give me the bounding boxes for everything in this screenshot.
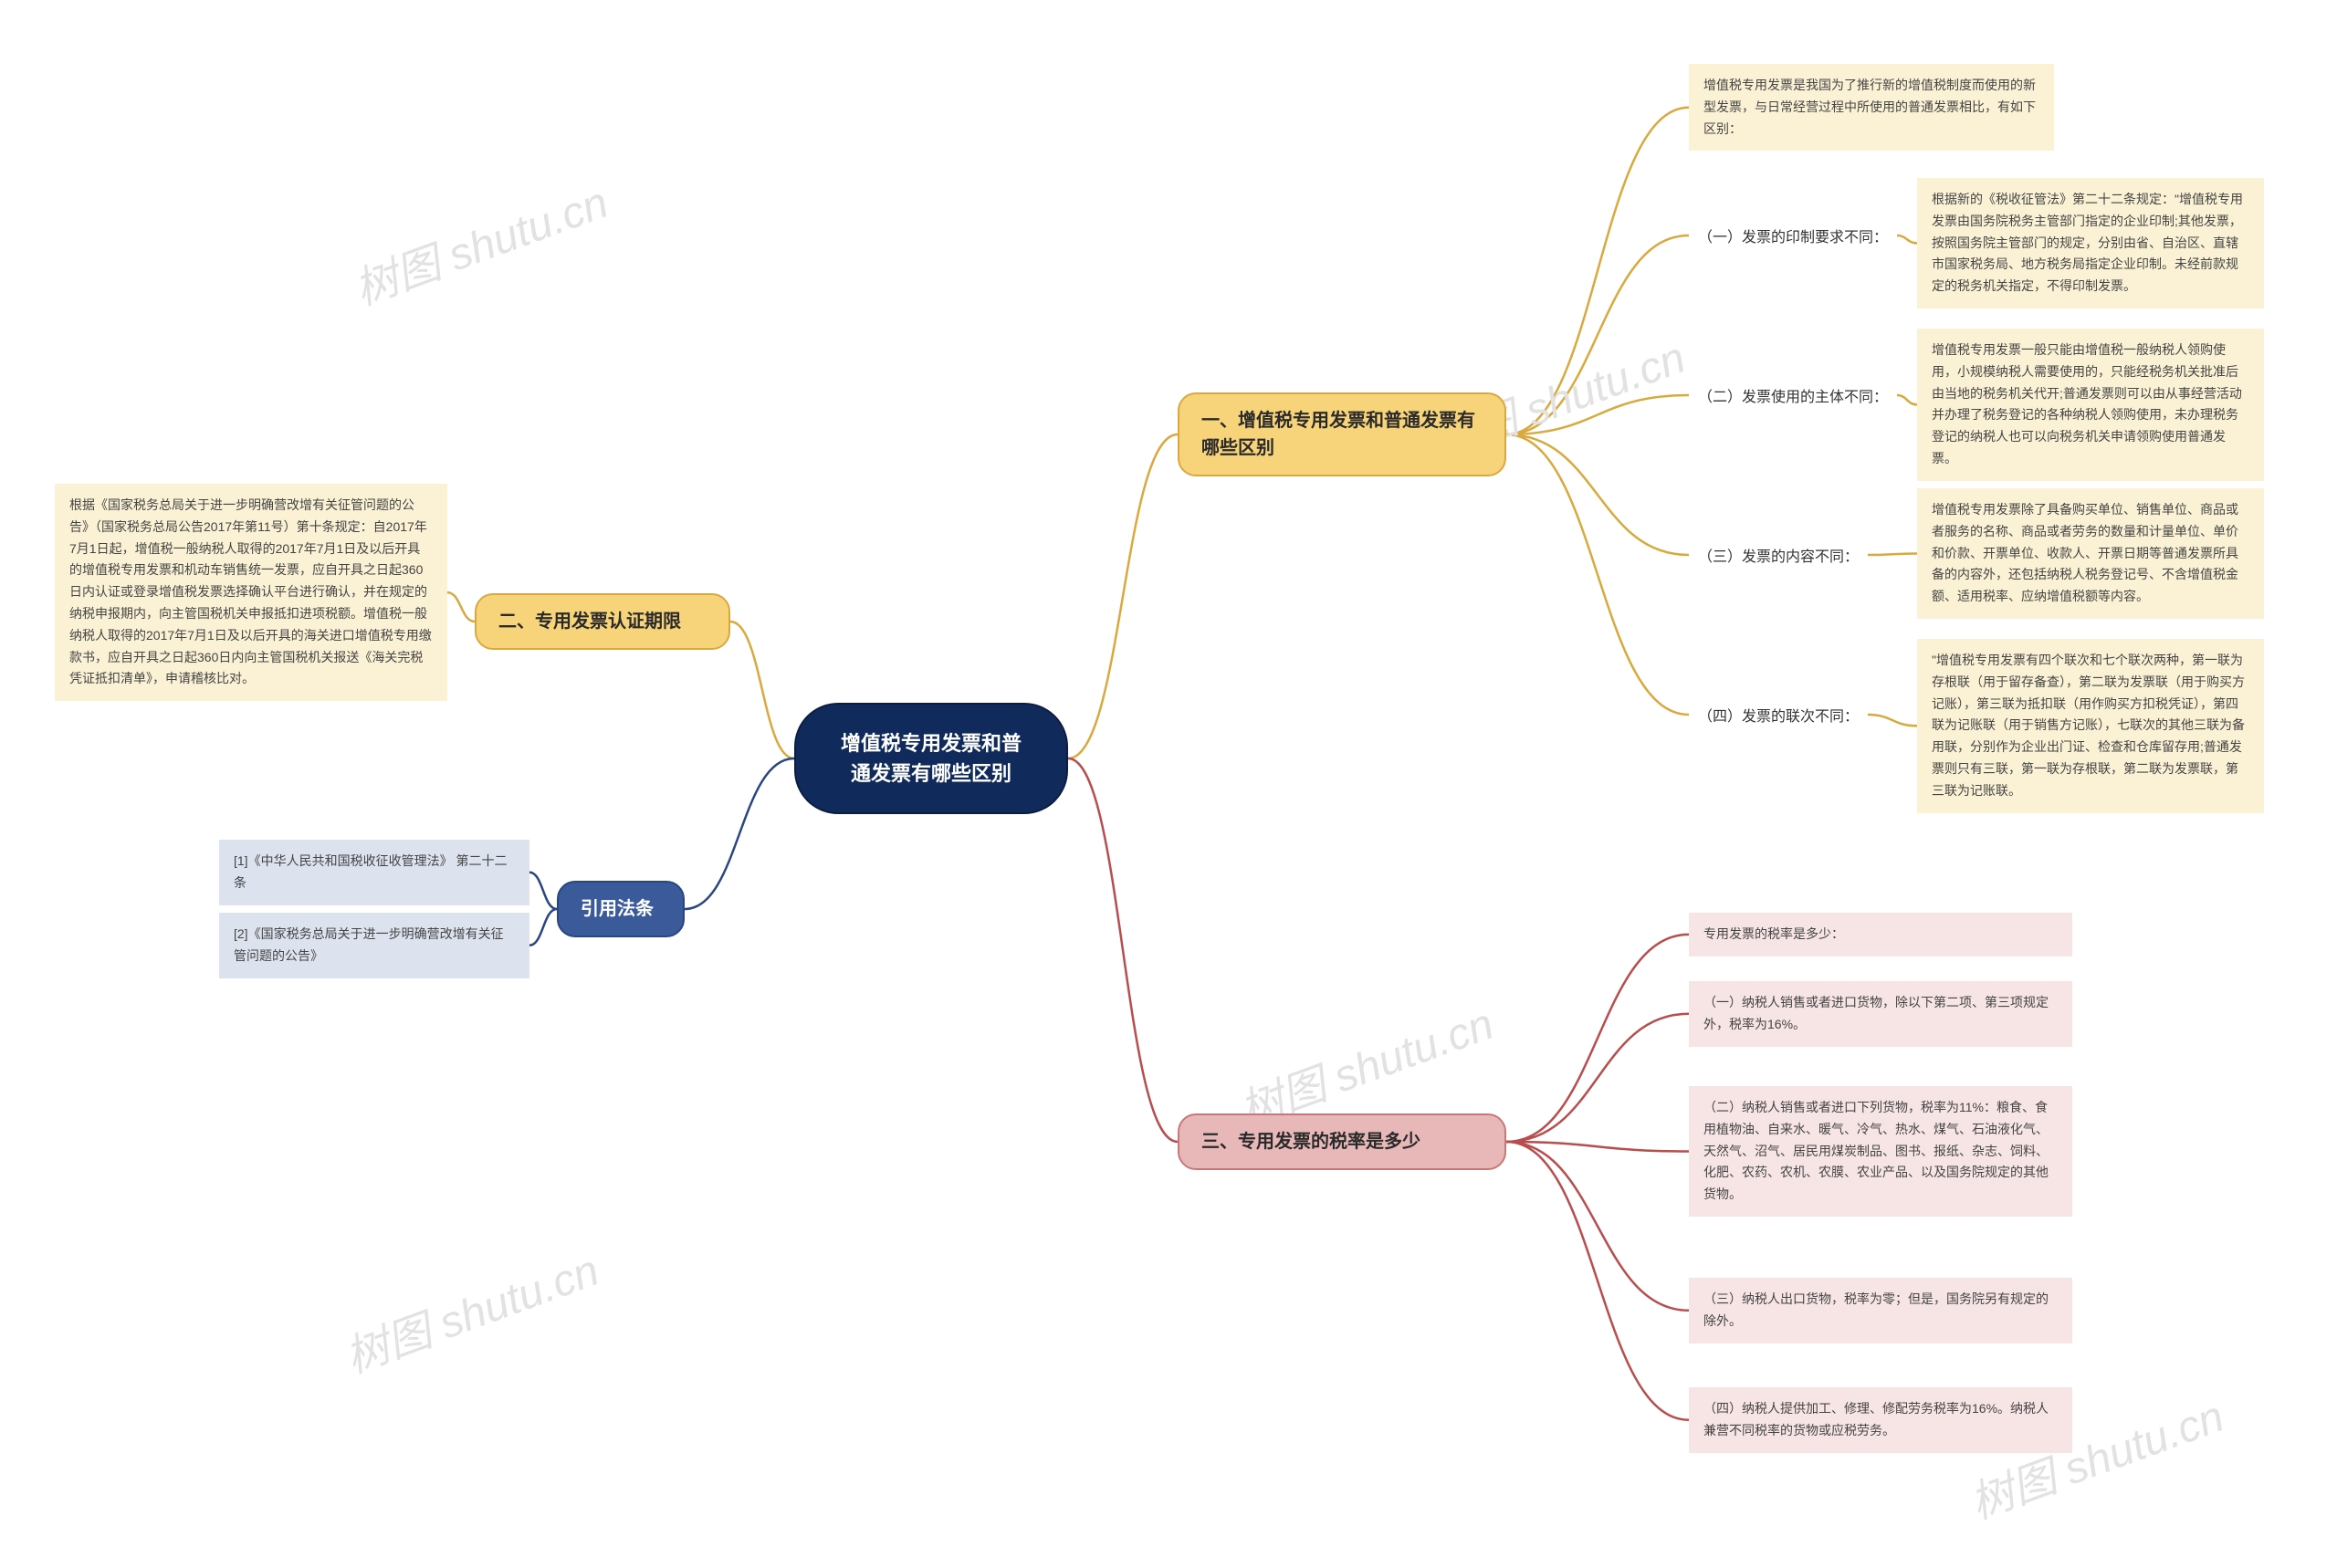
branch-1-intro: 增值税专用发票是我国为了推行新的增值税制度而使用的新型发票，与日常经营过程中所使…	[1689, 64, 2054, 151]
branch-4-sub-1: [1]《中华人民共和国税收征收管理法》 第二十二条	[219, 840, 529, 905]
watermark: 树图 shutu.cn	[344, 166, 615, 317]
branch-4[interactable]: 引用法条	[557, 881, 685, 937]
branch-3-sub-4: （三）纳税人出口货物，税率为零；但是，国务院另有规定的除外。	[1689, 1278, 2072, 1343]
branch-3[interactable]: 三、专用发票的税率是多少	[1178, 1113, 1506, 1170]
branch-1-detail-4: "增值税专用发票有四个联次和七个联次两种，第一联为存根联（用于留存备查），第二联…	[1917, 639, 2264, 813]
branch-1-sub-2[interactable]: （二）发票使用的主体不同：	[1689, 379, 1897, 412]
branch-3-sub-5: （四）纳税人提供加工、修理、修配劳务税率为16%。纳税人兼营不同税率的货物或应税…	[1689, 1387, 2072, 1453]
root-node[interactable]: 增值税专用发票和普通发票有哪些区别	[794, 703, 1068, 814]
branch-1-detail-3: 增值税专用发票除了具备购买单位、销售单位、商品或者服务的名称、商品或者劳务的数量…	[1917, 488, 2264, 619]
branch-3-sub-1: 专用发票的税率是多少：	[1689, 913, 2072, 956]
watermark: 树图 shutu.cn	[335, 1234, 606, 1385]
branch-1[interactable]: 一、增值税专用发票和普通发票有哪些区别	[1178, 392, 1506, 476]
branch-3-sub-3: （二）纳税人销售或者进口下列货物，税率为11%：粮食、食用植物油、自来水、暖气、…	[1689, 1086, 2072, 1217]
branch-1-sub-1[interactable]: （一）发票的印制要求不同：	[1689, 219, 1897, 252]
branch-2-detail: 根据《国家税务总局关于进一步明确营改增有关征管问题的公告》（国家税务总局公告20…	[55, 484, 447, 701]
branch-1-detail-1: 根据新的《税收征管法》第二十二条规定："增值税专用发票由国务院税务主管部门指定的…	[1917, 178, 2264, 308]
branch-2[interactable]: 二、专用发票认证期限	[475, 593, 730, 650]
branch-1-sub-3[interactable]: （三）发票的内容不同：	[1689, 538, 1868, 571]
branch-4-sub-2: [2]《国家税务总局关于进一步明确营改增有关征管问题的公告》	[219, 913, 529, 978]
branch-1-detail-2: 增值税专用发票一般只能由增值税一般纳税人领购使用，小规模纳税人需要使用的，只能经…	[1917, 329, 2264, 481]
branch-3-sub-2: （一）纳税人销售或者进口货物，除以下第二项、第三项规定外，税率为16%。	[1689, 981, 2072, 1047]
branch-1-sub-4[interactable]: （四）发票的联次不同：	[1689, 698, 1868, 731]
mindmap-canvas: 树图 shutu.cn 树图 shutu.cn 树图 shutu.cn 树图 s…	[0, 0, 2337, 1568]
